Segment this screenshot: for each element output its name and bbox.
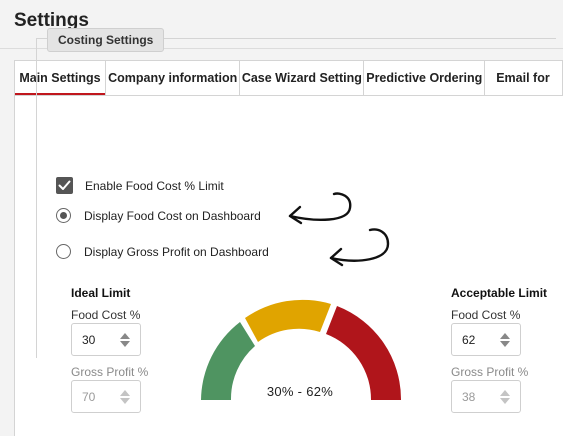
gauge-segment-yellow bbox=[245, 299, 331, 342]
display-gross-profit-radio[interactable] bbox=[56, 244, 71, 259]
enable-food-cost-limit-option[interactable]: Enable Food Cost % Limit bbox=[56, 177, 224, 194]
enable-food-cost-limit-label: Enable Food Cost % Limit bbox=[85, 178, 224, 193]
gauge-segment-green bbox=[201, 322, 255, 400]
acceptable-food-cost-label: Food Cost % bbox=[451, 308, 521, 322]
display-gross-profit-option[interactable]: Display Gross Profit on Dashboard bbox=[56, 244, 269, 259]
enable-food-cost-limit-checkbox[interactable] bbox=[56, 177, 73, 194]
ideal-gross-profit-value: 70 bbox=[82, 389, 96, 404]
page-title: Settings bbox=[14, 10, 89, 31]
acceptable-limit-title: Acceptable Limit bbox=[451, 286, 548, 300]
spin-arrows-icon[interactable] bbox=[496, 332, 514, 347]
display-food-cost-radio[interactable] bbox=[56, 208, 71, 223]
acceptable-food-cost-stepper[interactable]: 62 bbox=[451, 323, 521, 356]
ideal-gross-profit-stepper: 70 bbox=[71, 380, 141, 413]
ideal-gross-profit-label: Gross Profit % bbox=[71, 365, 149, 379]
ideal-limit-title: Ideal Limit bbox=[71, 286, 131, 300]
acceptable-gross-profit-stepper: 38 bbox=[451, 380, 521, 413]
main-settings-panel bbox=[14, 96, 563, 436]
header-divider bbox=[0, 48, 563, 49]
checkmark-icon bbox=[58, 180, 71, 190]
tab-bar: Main Settings Company information Case W… bbox=[14, 60, 563, 96]
spin-arrows-icon[interactable] bbox=[116, 332, 134, 347]
annotation-arrow-icon bbox=[329, 228, 390, 267]
ideal-food-cost-value[interactable]: 30 bbox=[82, 332, 96, 347]
spin-arrows-icon bbox=[116, 389, 134, 404]
tab-main-settings[interactable]: Main Settings bbox=[15, 61, 106, 95]
costing-settings-legend: Costing Settings bbox=[47, 28, 165, 52]
food-cost-gauge bbox=[201, 299, 402, 400]
display-food-cost-option[interactable]: Display Food Cost on Dashboard bbox=[56, 208, 261, 223]
ideal-food-cost-stepper[interactable]: 30 bbox=[71, 323, 141, 356]
acceptable-gross-profit-label: Gross Profit % bbox=[451, 365, 529, 379]
tab-predictive-ordering[interactable]: Predictive Ordering bbox=[364, 61, 486, 95]
acceptable-gross-profit-value: 38 bbox=[462, 389, 476, 404]
display-gross-profit-label: Display Gross Profit on Dashboard bbox=[84, 244, 269, 259]
costing-settings-group bbox=[36, 38, 556, 358]
tab-case-wizard-setting[interactable]: Case Wizard Setting bbox=[240, 61, 365, 95]
ideal-food-cost-label: Food Cost % bbox=[71, 308, 141, 322]
radio-selected-dot bbox=[60, 212, 67, 219]
acceptable-food-cost-value[interactable]: 62 bbox=[462, 332, 476, 347]
display-food-cost-label: Display Food Cost on Dashboard bbox=[84, 208, 261, 223]
tab-company-information[interactable]: Company information bbox=[106, 61, 241, 95]
annotation-arrow-icon bbox=[288, 192, 352, 225]
gauge-segment-red bbox=[326, 306, 402, 400]
spin-arrows-icon bbox=[496, 389, 514, 404]
gauge-range-label: 30% - 62% bbox=[266, 384, 334, 399]
